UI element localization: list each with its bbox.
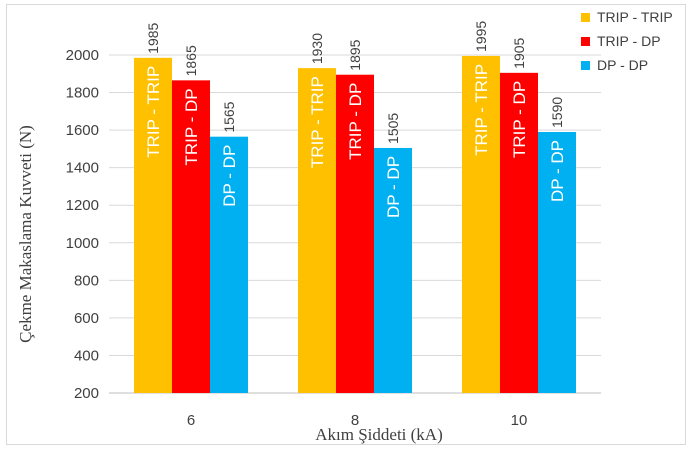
bar-series-label: DP - DP [548,140,567,202]
y-tick-label: 400 [74,347,99,364]
bar-value-label: 1865 [183,45,199,76]
legend-label: TRIP - DP [597,33,661,49]
legend: TRIP - TRIP TRIP - DP DP - DP [581,9,673,73]
bar [374,147,412,393]
bar-series-label: TRIP - TRIP [144,66,163,158]
bar-series-label: TRIP - TRIP [308,76,327,168]
legend-label: DP - DP [597,57,648,73]
x-tick-label: 8 [351,412,359,429]
x-tick-label: 10 [511,412,528,429]
y-tick-label: 200 [74,385,99,402]
bar-series-label: TRIP - DP [182,88,201,165]
legend-swatch [581,13,590,22]
bars: 1985 TRIP - TRIP 1865 TRIP - DP 1565 DP - DP 1… [134,21,576,394]
bar-series-label: TRIP - DP [510,81,529,158]
bar-value-label: 1590 [549,97,565,128]
bar-series-label: DP - DP [220,145,239,207]
x-axis: 6 8 10 [187,412,528,429]
bar-value-label: 1930 [309,33,325,64]
y-tick-label: 1200 [66,197,99,214]
y-tick-label: 1800 [66,85,99,102]
y-tick-label: 800 [74,272,99,289]
bar [134,57,172,394]
bar [538,131,576,393]
bar-value-label: 1995 [473,21,489,52]
legend-swatch [581,61,590,70]
y-tick-label: 600 [74,310,99,327]
bar-value-label: 1505 [385,113,401,144]
y-axis: 200 400 600 800 1000 1200 1400 1600 1800 2000 [66,47,99,402]
y-tick-label: 1000 [66,235,99,252]
bar [172,80,210,393]
y-axis-title: Çekme Makaslama Kuvveti (N) [16,125,35,343]
y-tick-label: 2000 [66,47,99,64]
bar-value-label: 1895 [347,39,363,70]
bar-value-label: 1565 [221,101,237,132]
legend-swatch [581,37,590,46]
bar [336,74,374,393]
bar [462,55,500,393]
y-tick-label: 1600 [66,122,99,139]
bar-chart-svg: 200 400 600 800 1000 1200 1400 1600 1800 2000 198… [16,9,673,444]
bar [298,68,336,393]
chart: 200 400 600 800 1000 1200 1400 1600 1800 2000 198… [6,4,686,445]
legend-label: TRIP - TRIP [597,9,673,25]
bar-value-label: 1905 [511,37,527,68]
bar-series-label: DP - DP [384,156,403,218]
x-tick-label: 6 [187,412,195,429]
y-tick-label: 1400 [66,160,99,177]
bar [500,72,538,393]
bar [210,136,248,393]
x-axis-title: Akım Şiddeti (kA) [315,425,443,444]
bar-series-label: TRIP - TRIP [472,64,491,156]
bar-series-label: TRIP - DP [346,83,365,160]
bar-value-label: 1985 [145,22,161,53]
